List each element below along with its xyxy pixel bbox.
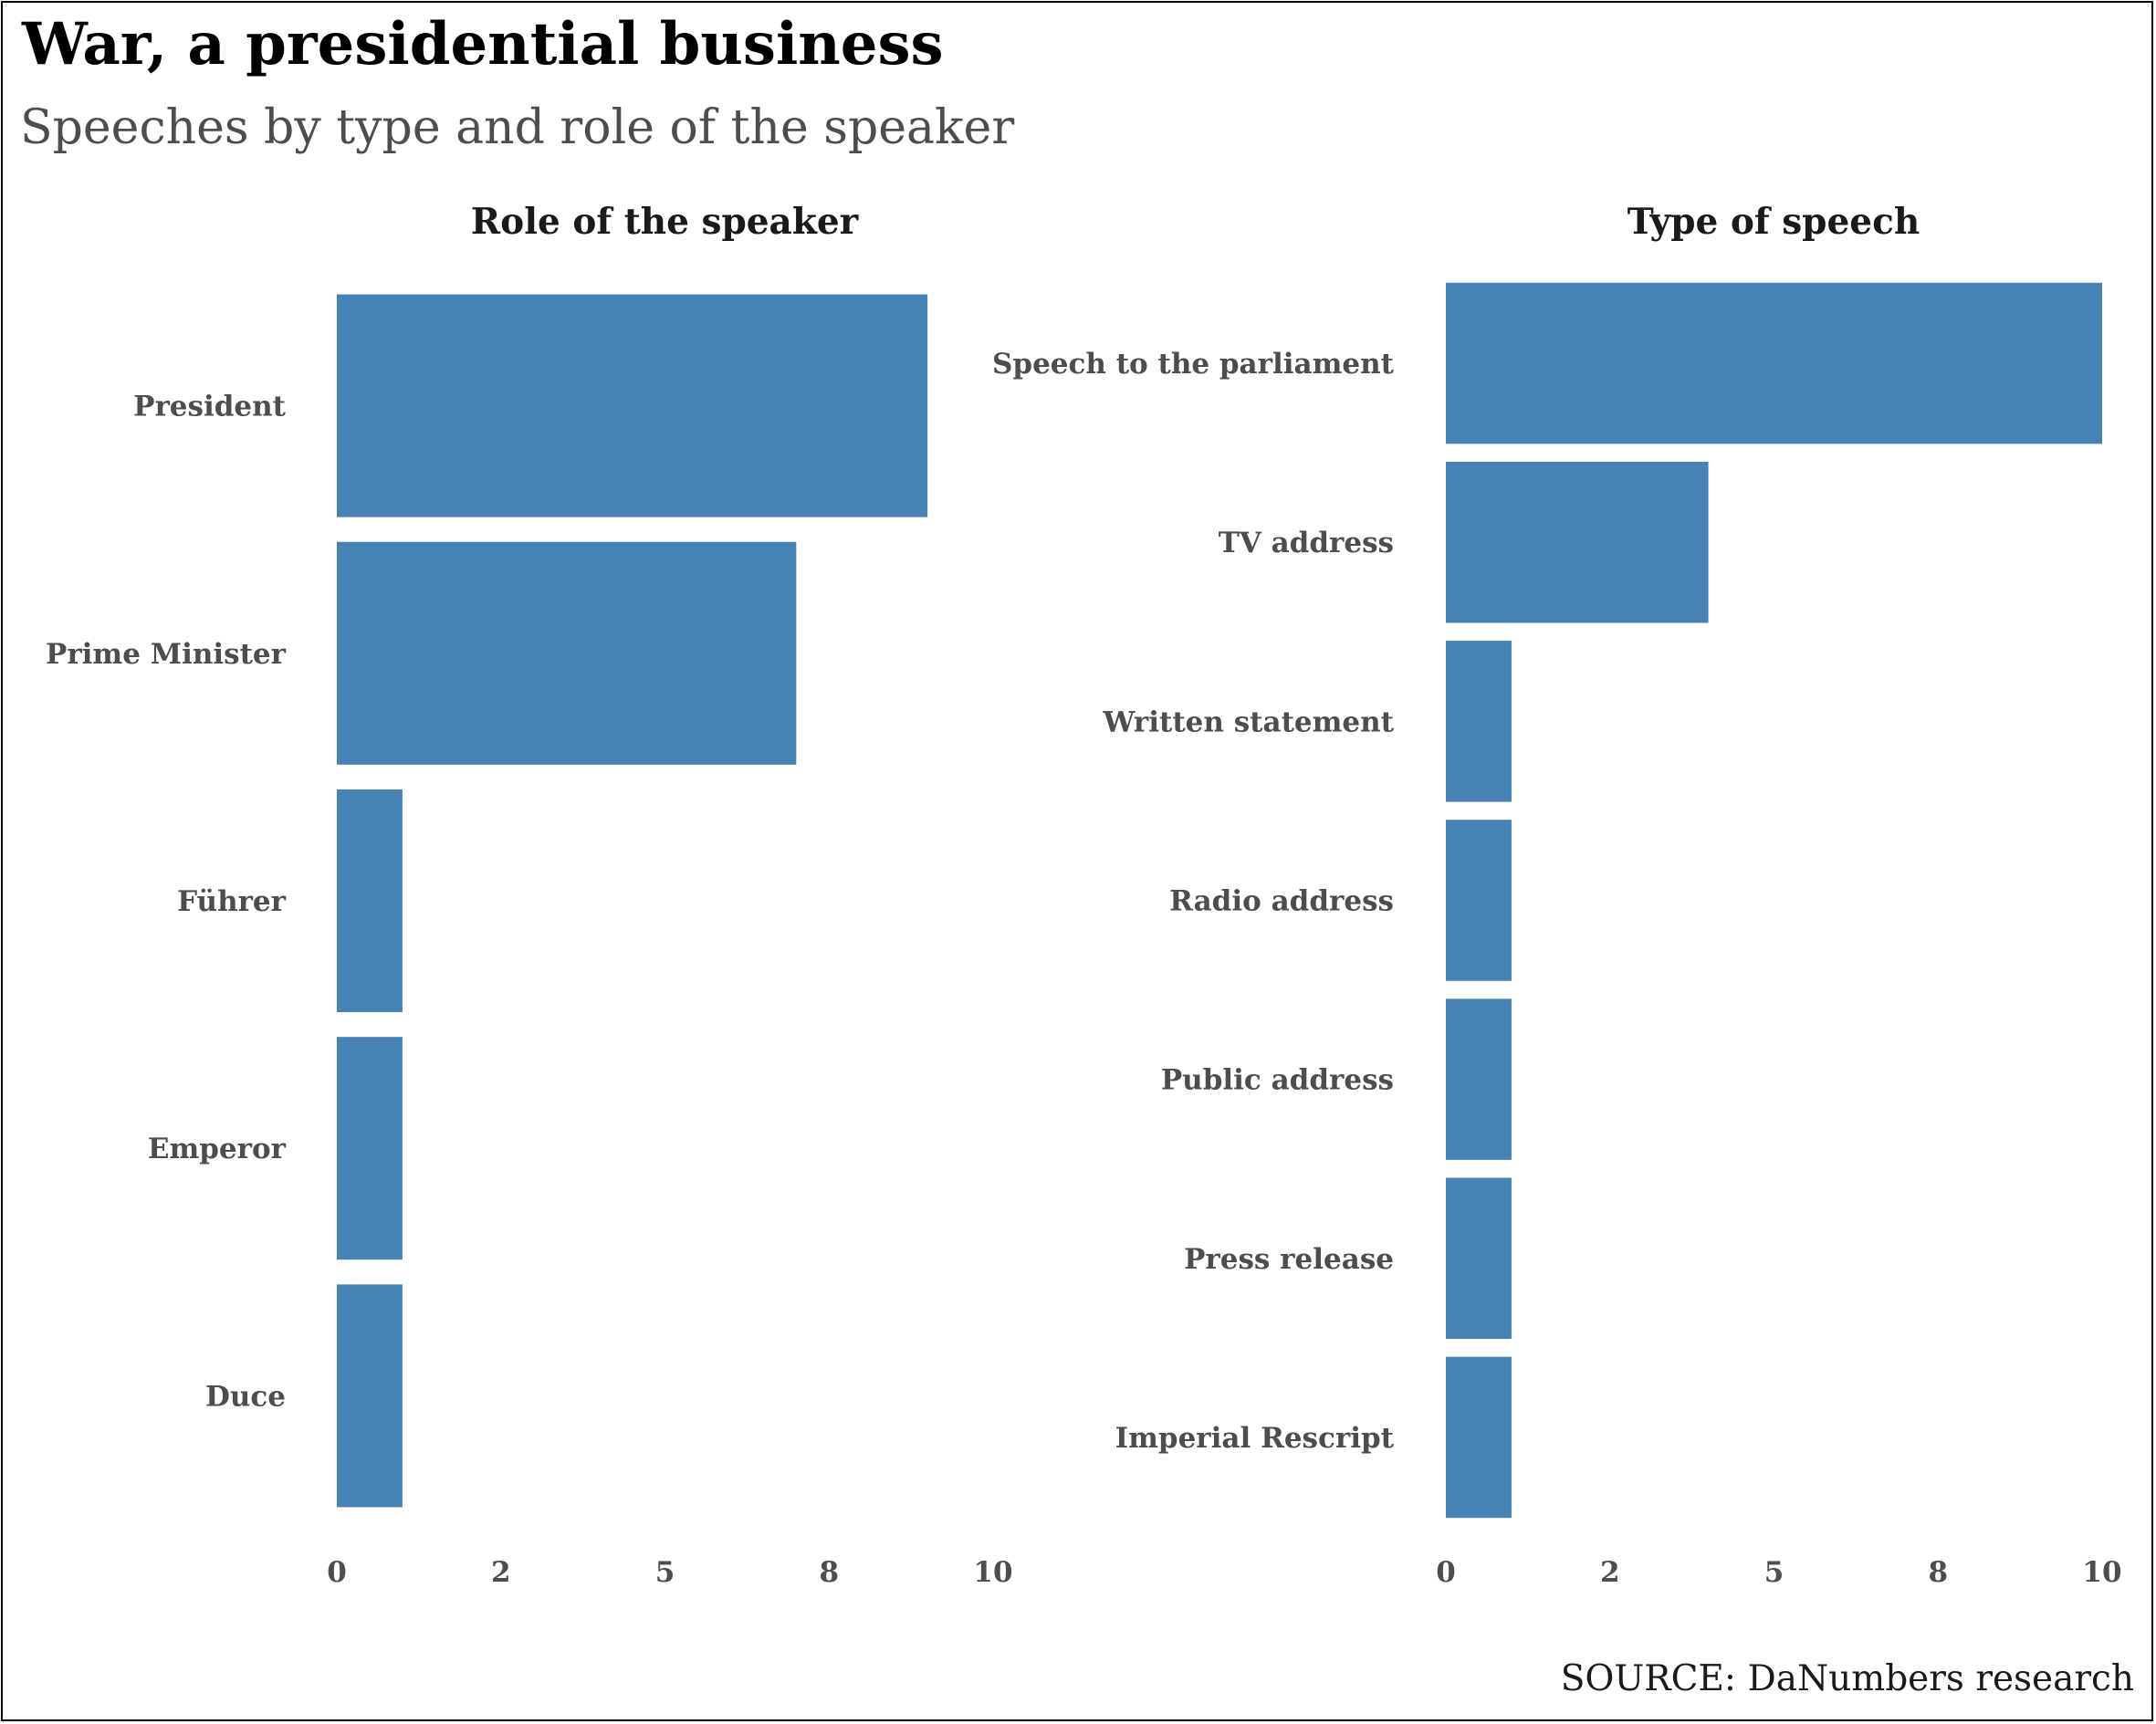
bar-imperial-rescript — [1446, 1356, 1512, 1519]
bar-fuhrer — [337, 789, 403, 1013]
category-label-fuhrer: Führer — [177, 885, 287, 918]
category-label-public-address: Public address — [1161, 1064, 1394, 1097]
bar-tv-address — [1446, 461, 1709, 623]
bar-speech-to-the-parliament — [1446, 282, 2102, 444]
bar-duce — [337, 1284, 403, 1508]
chart-subtitle: Speeches by type and role of the speaker — [20, 100, 1014, 155]
x-tick-label: 8 — [1928, 1556, 1948, 1589]
source-caption: SOURCE: DaNumbers research — [1561, 1658, 2134, 1699]
bar-press-release — [1446, 1177, 1512, 1340]
category-label-emperor: Emperor — [148, 1133, 287, 1165]
category-label-imperial-rescript: Imperial Rescript — [1115, 1422, 1395, 1455]
x-tick-label: 5 — [655, 1556, 675, 1589]
bar-prime-minister — [337, 541, 797, 765]
bar-president — [337, 294, 928, 517]
category-label-duce: Duce — [205, 1380, 286, 1413]
bar-public-address — [1446, 998, 1512, 1160]
category-label-radio-address: Radio address — [1169, 885, 1394, 918]
x-tick-label: 0 — [327, 1556, 347, 1589]
x-tick-label: 2 — [1600, 1556, 1620, 1589]
category-label-written-statement: Written statement — [1102, 705, 1394, 738]
category-label-press-release: Press release — [1184, 1243, 1394, 1276]
x-tick-label: 8 — [819, 1556, 839, 1589]
bar-emperor — [337, 1037, 403, 1260]
bar-radio-address — [1446, 820, 1512, 981]
panel-role-of-speaker: Role of the speaker President Prime Minis… — [46, 201, 1013, 1589]
x-tick-label: 0 — [1436, 1556, 1456, 1589]
category-label-speech-to-the-parliament: Speech to the parliament — [992, 348, 1395, 381]
panel-type-of-speech: Type of speech Speech to the parliament T… — [992, 201, 2122, 1589]
panel-title-type: Type of speech — [1627, 201, 1920, 243]
x-tick-label: 2 — [491, 1556, 511, 1589]
x-tick-label: 5 — [1764, 1556, 1784, 1589]
category-label-tv-address: TV address — [1219, 527, 1394, 559]
x-tick-label: 10 — [2082, 1556, 2121, 1589]
category-label-president: President — [133, 391, 287, 423]
category-label-prime-minister: Prime Minister — [46, 638, 287, 671]
bar-written-statement — [1446, 641, 1512, 802]
chart-title: War, a presidential business — [21, 10, 944, 78]
panel-title-role: Role of the speaker — [471, 201, 859, 243]
x-tick-label: 10 — [973, 1556, 1012, 1589]
